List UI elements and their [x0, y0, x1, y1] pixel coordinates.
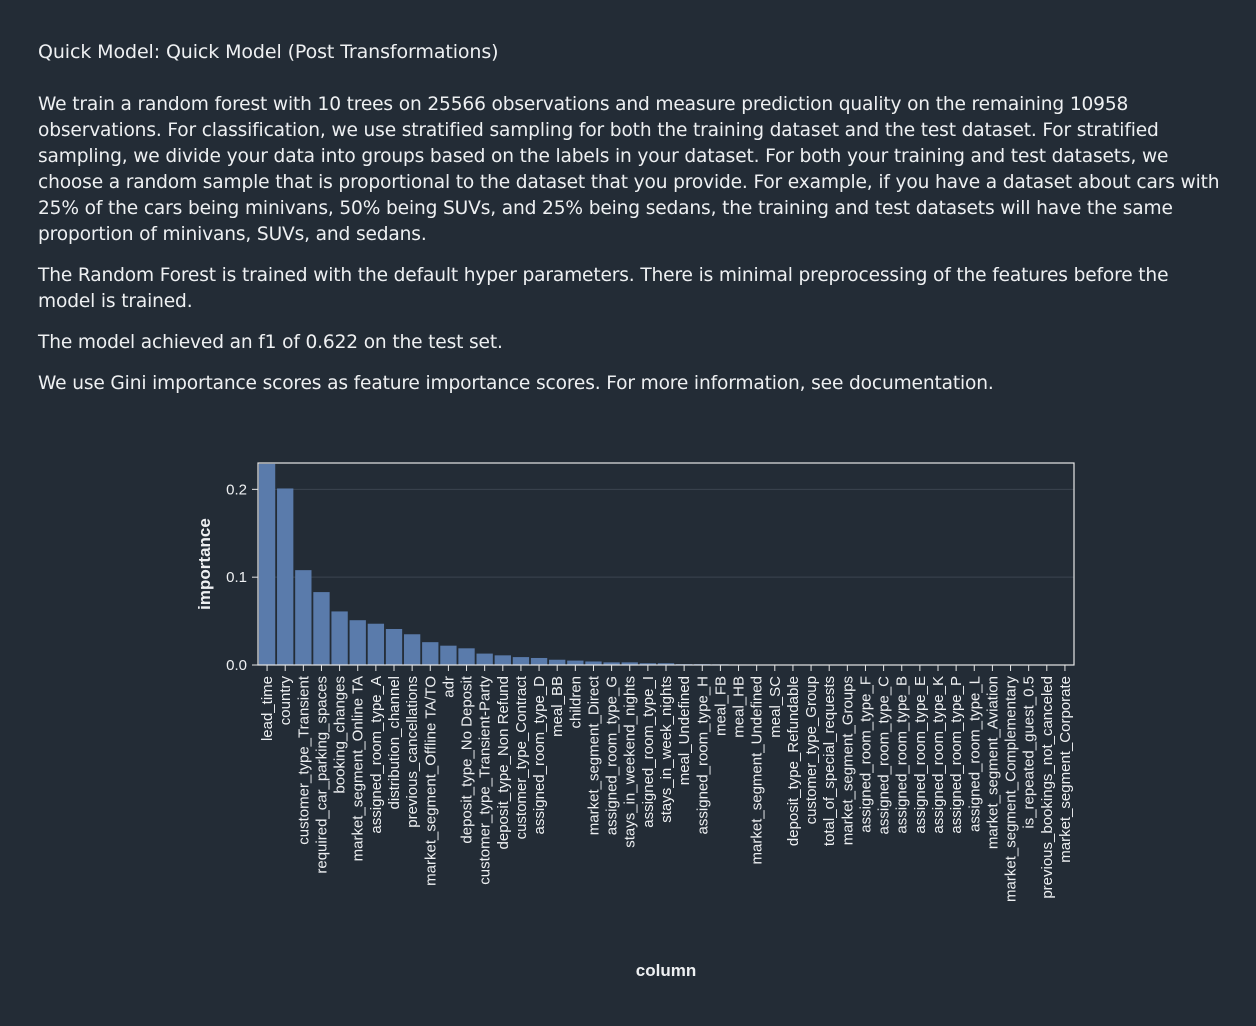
- section-title: Quick Model: Quick Model (Post Transform…: [38, 41, 499, 63]
- x-tick-label: lead_time: [259, 676, 276, 741]
- x-tick-label: market_segment_Complementary: [1003, 676, 1020, 902]
- x-tick-label: stays_in_weekend_nights: [622, 676, 639, 848]
- x-tick-label: assigned_room_type_E: [912, 676, 929, 834]
- bar: [277, 488, 294, 665]
- gini-paragraph: We use Gini importance scores as feature…: [38, 373, 994, 394]
- y-axis-label: importance: [195, 518, 214, 610]
- bar: [657, 663, 675, 665]
- bar: [331, 611, 348, 665]
- x-tick-label: customer_type_Transient-Party: [477, 676, 494, 885]
- x-tick-label: children: [567, 676, 584, 729]
- bar: [549, 659, 566, 665]
- bar: [349, 620, 366, 665]
- description-paragraph: We train a random forest with 10 trees o…: [38, 94, 1220, 245]
- y-tick-label: 0.1: [226, 569, 247, 586]
- f1-score-paragraph: The model achieved an f1 of 0.622 on the…: [38, 332, 503, 353]
- bar: [385, 628, 403, 665]
- x-tick-label: assigned_room_type_D: [531, 676, 548, 835]
- x-tick-label: previous_cancellations: [404, 676, 421, 828]
- x-tick-label: distribution_channel: [386, 676, 403, 809]
- x-tick-label: meal_SC: [767, 676, 784, 738]
- x-tick-label: country: [277, 676, 294, 726]
- x-tick-label: meal_Undefined: [676, 676, 693, 785]
- bar: [367, 623, 385, 665]
- x-tick-label: assigned_room_type_B: [894, 676, 911, 834]
- y-tick-label: 0.0: [226, 657, 247, 674]
- x-axis: lead_time country customer_type_Transient r…: [259, 665, 1074, 902]
- x-tick-label: required_car_parking_spaces: [313, 676, 330, 874]
- x-axis-label: column: [636, 961, 696, 980]
- x-tick-label: market_segment_Corporate: [1057, 676, 1074, 863]
- x-tick-label: assigned_room_type_H: [694, 676, 711, 834]
- x-tick-label: assigned_room_type_A: [368, 676, 385, 834]
- bar: [440, 645, 457, 665]
- x-tick-label: customer_type_Transient: [295, 675, 312, 845]
- x-tick-label: assigned_room_type_I: [640, 676, 657, 828]
- x-tick-label: market_segment_Direct: [585, 675, 602, 835]
- hyperparameter-paragraph: The Random Forest is trained with the de…: [38, 265, 1169, 312]
- bar: [313, 592, 330, 665]
- y-axis: 0.0 0.1 0.2: [226, 481, 258, 674]
- x-tick-label: market_segment_Groups: [839, 676, 856, 845]
- x-tick-label: booking_changes: [332, 676, 349, 794]
- bars: [258, 463, 1074, 665]
- x-tick-label: market_segment_Undefined: [749, 676, 766, 864]
- x-tick-label: customer_type_Contract: [513, 675, 530, 839]
- bar: [567, 660, 584, 665]
- x-tick-label: deposit_type_No Deposit: [459, 675, 476, 843]
- x-tick-label: deposit_type_Refundable: [785, 676, 802, 846]
- bar: [422, 642, 439, 665]
- bar: [603, 662, 620, 665]
- x-tick-label: deposit_type_Non Refund: [495, 676, 512, 849]
- x-tick-label: customer_type_Group: [803, 676, 820, 824]
- bar: [295, 570, 312, 665]
- quick-model-panel: Quick Model: Quick Model (Post Transform…: [38, 38, 1223, 412]
- x-tick-label: market_segment_Online TA: [350, 676, 367, 861]
- x-tick-label: assigned_room_type_K: [930, 676, 947, 834]
- bar: [403, 634, 421, 665]
- bar: [621, 662, 638, 665]
- bar: [476, 653, 493, 665]
- x-tick-label: market_segment_Offline TA/TO: [422, 676, 439, 886]
- bar: [530, 657, 548, 665]
- x-tick-label: meal_HB: [731, 676, 748, 738]
- x-tick-label: assigned_room_type_L: [966, 676, 983, 832]
- bar: [512, 657, 530, 665]
- bar: [639, 663, 657, 665]
- bar: [458, 648, 475, 665]
- x-tick-label: assigned_room_type_F: [857, 676, 874, 833]
- bar: [585, 661, 602, 665]
- x-tick-label: adr: [440, 676, 457, 698]
- x-tick-label: total_of_special_requests: [821, 676, 838, 846]
- bar: [494, 655, 511, 665]
- x-tick-label: previous_bookings_not_canceled: [1039, 676, 1056, 899]
- x-tick-label: is_repeated_guest_0.5: [1021, 676, 1038, 829]
- bar: [258, 463, 276, 665]
- x-tick-label: meal_FB: [712, 676, 729, 736]
- x-tick-label: meal_BB: [549, 676, 566, 737]
- x-tick-label: assigned_room_type_G: [604, 676, 621, 835]
- y-tick-label: 0.2: [226, 481, 247, 498]
- x-tick-label: assigned_room_type_C: [876, 676, 893, 835]
- x-tick-label: stays_in_week_nights: [658, 676, 675, 823]
- x-tick-label: assigned_room_type_P: [948, 676, 965, 834]
- x-tick-label: market_segment_Aviation: [984, 676, 1001, 849]
